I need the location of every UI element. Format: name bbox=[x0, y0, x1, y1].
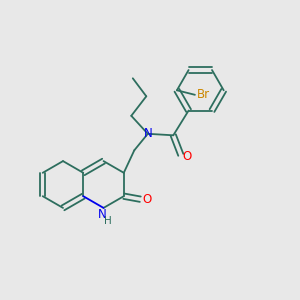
Text: N: N bbox=[98, 208, 106, 221]
Text: O: O bbox=[183, 150, 192, 163]
Text: H: H bbox=[104, 215, 112, 226]
Text: Br: Br bbox=[197, 88, 210, 101]
Text: N: N bbox=[143, 127, 152, 140]
Text: O: O bbox=[142, 193, 152, 206]
